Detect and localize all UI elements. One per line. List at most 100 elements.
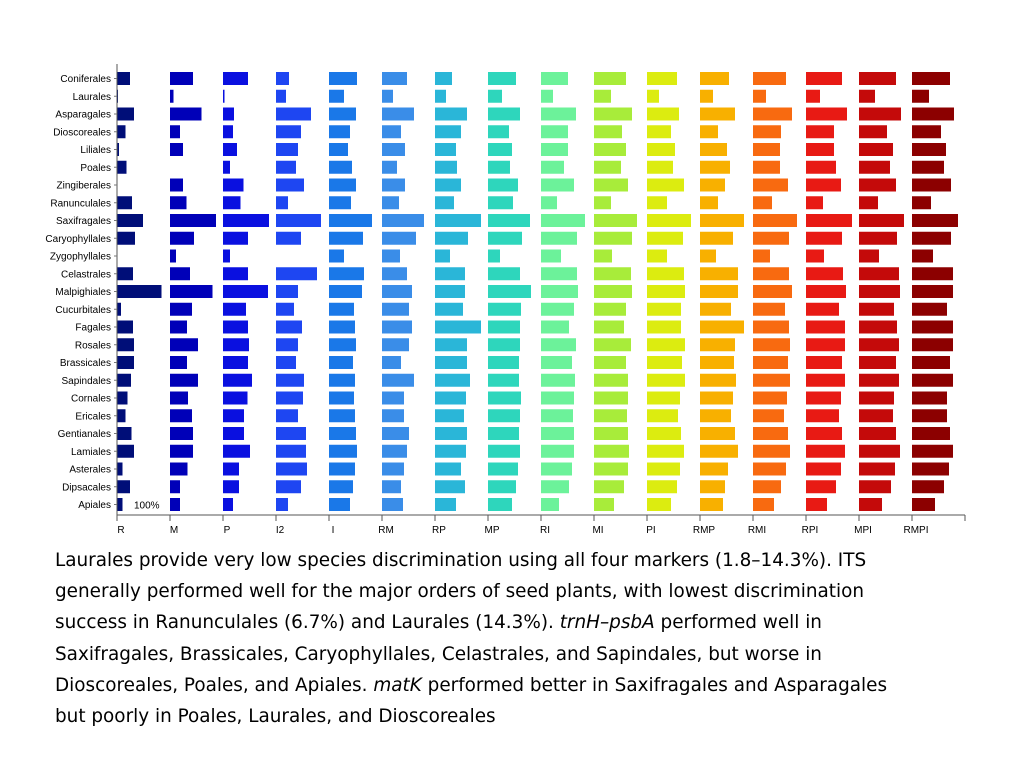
bar-rmpi-asparagales — [912, 107, 954, 121]
bar-i2-cornales — [276, 391, 303, 405]
category-label: Brassicales — [60, 358, 111, 369]
category-label: Fagales — [75, 323, 111, 334]
bar-mp-zygophyllales — [488, 249, 500, 263]
bar-rmi-dipsacales — [753, 480, 781, 494]
bar-r-brassicales — [117, 356, 134, 369]
category-label: Cucurbitales — [55, 305, 111, 316]
bar-rmpi-zygophyllales — [912, 249, 933, 263]
bar-pi-cucurbitales — [647, 302, 681, 316]
bar-rp-cucurbitales — [435, 302, 463, 316]
bar-pi-ericales — [647, 409, 678, 423]
bar-mpi-lamiales — [859, 444, 900, 458]
bar-rmi-gentianales — [753, 427, 788, 440]
bar-mi-apiales — [594, 498, 614, 511]
caption-line-5-text-a: Dioscoreales, Poales, and Apiales. — [55, 674, 374, 696]
bar-rpi-coniferales — [806, 72, 842, 85]
bar-rm-laurales — [382, 89, 393, 103]
bar-pi-caryophyllales — [647, 231, 683, 245]
bar-i-celastrales — [329, 267, 364, 281]
bar-i-poales — [329, 160, 352, 174]
bar-rmi-rosales — [753, 338, 790, 352]
bar-rmi-ericales — [753, 409, 784, 423]
bar-rp-zygophyllales — [435, 249, 450, 263]
bar-p-brassicales — [223, 356, 248, 369]
bar-pi-coniferales — [647, 72, 677, 85]
category-label: Zygophyllales — [50, 252, 111, 263]
bar-rp-apiales — [435, 498, 456, 511]
bar-mi-dioscoreales — [594, 125, 622, 139]
bar-rpi-laurales — [806, 89, 820, 103]
bar-mp-caryophyllales — [488, 231, 522, 245]
bar-rp-caryophyllales — [435, 231, 468, 245]
bar-mi-laurales — [594, 89, 611, 103]
bar-rmi-zingiberales — [753, 178, 788, 192]
bar-i-coniferales — [329, 72, 357, 85]
category-label: Asterales — [69, 465, 111, 476]
bar-rm-ranunculales — [382, 196, 399, 210]
bar-pi-fagales — [647, 320, 681, 334]
bar-pi-asparagales — [647, 107, 679, 121]
bar-rpi-poales — [806, 160, 836, 174]
bar-rmpi-cucurbitales — [912, 302, 947, 316]
category-label: Poales — [80, 163, 111, 174]
bar-mi-caryophyllales — [594, 231, 632, 245]
bar-rmpi-dipsacales — [912, 480, 944, 494]
bar-rpi-ericales — [806, 409, 839, 423]
bar-rpi-malpighiales — [806, 285, 846, 298]
bar-rpi-cucurbitales — [806, 302, 839, 316]
bar-ri-cucurbitales — [541, 302, 574, 316]
bar-ri-zingiberales — [541, 178, 574, 192]
bar-p-caryophyllales — [223, 231, 248, 245]
bar-rp-gentianales — [435, 427, 467, 440]
bar-rmpi-brassicales — [912, 356, 950, 369]
bar-mpi-celastrales — [859, 267, 899, 281]
bar-m-liliales — [170, 143, 183, 156]
bar-mpi-asterales — [859, 462, 895, 476]
bar-rmi-laurales — [753, 89, 766, 103]
bar-mpi-ranunculales — [859, 196, 878, 210]
bar-m-zingiberales — [170, 178, 183, 192]
bar-rm-cucurbitales — [382, 302, 409, 316]
bar-rm-dioscoreales — [382, 125, 401, 139]
bar-rpi-caryophyllales — [806, 231, 842, 245]
bar-pi-lamiales — [647, 444, 684, 458]
bar-rmi-ranunculales — [753, 196, 772, 210]
bar-p-sapindales — [223, 373, 252, 387]
bar-p-asterales — [223, 462, 239, 476]
caption-dash: – — [599, 612, 610, 634]
bar-rmpi-malpighiales — [912, 285, 953, 298]
bar-mp-ranunculales — [488, 196, 513, 210]
bar-mi-gentianales — [594, 427, 628, 440]
bar-rmi-cornales — [753, 391, 787, 405]
bar-m-cucurbitales — [170, 302, 192, 316]
bar-rmp-rosales — [700, 338, 735, 352]
bar-rmp-coniferales — [700, 72, 729, 85]
panel-label-rmpi: RMPI — [904, 525, 929, 536]
panel-label-m: M — [170, 525, 178, 536]
bar-i-caryophyllales — [329, 231, 363, 245]
category-label: Laurales — [73, 92, 111, 103]
bar-r-dipsacales — [117, 480, 130, 494]
bar-rmpi-apiales — [912, 498, 935, 511]
bar-mp-fagales — [488, 320, 520, 334]
bar-mi-rosales — [594, 338, 631, 352]
bar-i-cornales — [329, 391, 354, 405]
bar-rmi-asterales — [753, 462, 786, 476]
bar-mp-cucurbitales — [488, 302, 521, 316]
bar-rpi-liliales — [806, 143, 834, 156]
panel-label-p: P — [224, 525, 231, 536]
bar-r-sapindales — [117, 373, 131, 387]
bar-r-asparagales — [117, 107, 134, 121]
bar-r-ericales — [117, 409, 126, 423]
bar-i2-cucurbitales — [276, 302, 294, 316]
bar-rmp-zingiberales — [700, 178, 725, 192]
bar-ri-cornales — [541, 391, 574, 405]
bar-ri-gentianales — [541, 427, 574, 440]
panel-label-mi: MI — [592, 525, 603, 536]
bar-i-apiales — [329, 498, 350, 511]
bar-pi-malpighiales — [647, 285, 685, 298]
bar-rm-brassicales — [382, 356, 401, 369]
bar-r-fagales — [117, 320, 133, 334]
bar-rp-malpighiales — [435, 285, 465, 298]
bar-rpi-zingiberales — [806, 178, 841, 192]
